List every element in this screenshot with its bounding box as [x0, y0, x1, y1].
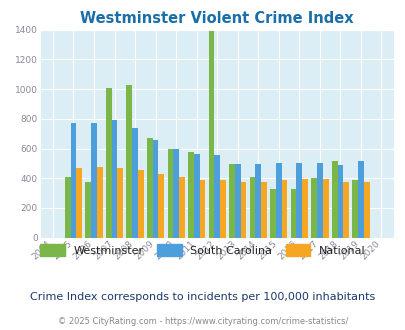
- Bar: [193, 154, 199, 238]
- Bar: [167, 148, 173, 238]
- Bar: [290, 189, 296, 238]
- Bar: [337, 165, 343, 238]
- Bar: [173, 148, 179, 238]
- Bar: [85, 182, 91, 238]
- Bar: [76, 168, 82, 238]
- Bar: [352, 180, 357, 238]
- Bar: [234, 164, 240, 238]
- Bar: [228, 164, 234, 238]
- Bar: [97, 167, 102, 238]
- Bar: [188, 152, 193, 238]
- Bar: [65, 177, 70, 238]
- Bar: [91, 123, 97, 238]
- Bar: [138, 170, 143, 238]
- Bar: [117, 168, 123, 238]
- Bar: [199, 180, 205, 238]
- Bar: [331, 161, 337, 238]
- Bar: [281, 180, 287, 238]
- Bar: [214, 155, 220, 238]
- Bar: [322, 179, 328, 238]
- Bar: [316, 163, 322, 238]
- Bar: [255, 164, 260, 238]
- Bar: [240, 182, 246, 238]
- Bar: [260, 182, 266, 238]
- Bar: [220, 180, 225, 238]
- Bar: [301, 179, 307, 238]
- Bar: [275, 163, 281, 238]
- Legend: Westminster, South Carolina, National: Westminster, South Carolina, National: [36, 240, 369, 260]
- Bar: [111, 119, 117, 238]
- Title: Westminster Violent Crime Index: Westminster Violent Crime Index: [80, 11, 353, 26]
- Bar: [343, 182, 348, 238]
- Bar: [296, 163, 301, 238]
- Bar: [158, 174, 164, 238]
- Text: © 2025 CityRating.com - https://www.cityrating.com/crime-statistics/: © 2025 CityRating.com - https://www.city…: [58, 317, 347, 326]
- Text: Crime Index corresponds to incidents per 100,000 inhabitants: Crime Index corresponds to incidents per…: [30, 292, 375, 302]
- Bar: [249, 178, 255, 238]
- Bar: [208, 31, 214, 238]
- Bar: [70, 123, 76, 238]
- Bar: [357, 161, 363, 238]
- Bar: [152, 140, 158, 238]
- Bar: [179, 178, 184, 238]
- Bar: [270, 189, 275, 238]
- Bar: [311, 178, 316, 238]
- Bar: [126, 85, 132, 238]
- Bar: [147, 138, 152, 238]
- Bar: [132, 128, 138, 238]
- Bar: [363, 182, 369, 238]
- Bar: [106, 88, 111, 238]
